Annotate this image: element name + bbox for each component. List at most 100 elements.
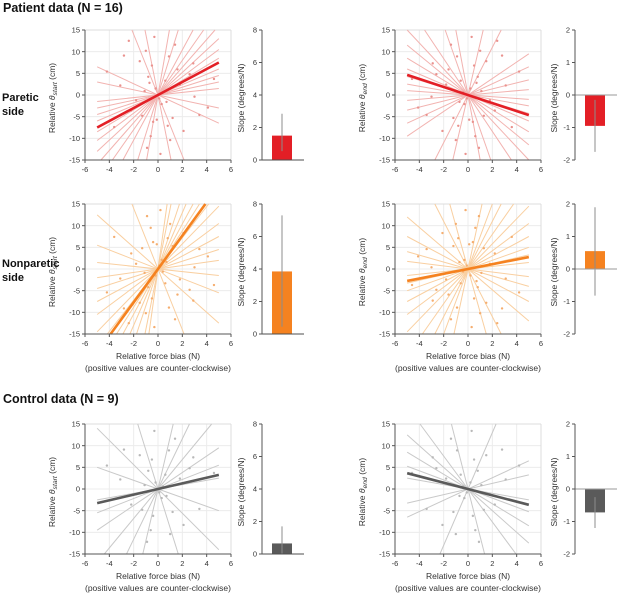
svg-text:6: 6 [539, 165, 543, 174]
svg-text:(positive values are counter-c: (positive values are counter-clockwise) [395, 363, 541, 373]
svg-text:0: 0 [156, 165, 160, 174]
svg-text:10: 10 [72, 441, 80, 450]
svg-text:4: 4 [253, 91, 257, 100]
svg-text:-4: -4 [416, 165, 423, 174]
svg-text:-15: -15 [69, 550, 80, 559]
svg-text:0: 0 [566, 265, 570, 274]
svg-text:0: 0 [386, 265, 390, 274]
svg-text:Slope (degrees/N): Slope (degrees/N) [549, 457, 559, 526]
nonparetic-side-label: Nonparetic side [2, 258, 60, 284]
svg-text:2: 2 [490, 559, 494, 568]
svg-text:5: 5 [76, 243, 80, 252]
svg-text:-4: -4 [416, 559, 423, 568]
svg-text:6: 6 [229, 339, 233, 348]
scatter-control-start: -6 -4 -2 0 2 4 6 -15 -10 -5 0 5 10 15 Relative θstart … [47, 420, 233, 593]
svg-text:4: 4 [253, 485, 257, 494]
svg-text:-10: -10 [69, 528, 80, 537]
svg-text:5: 5 [386, 463, 390, 472]
svg-text:2: 2 [180, 559, 184, 568]
svg-text:4: 4 [515, 559, 519, 568]
svg-text:2: 2 [180, 339, 184, 348]
svg-text:Relative force bias (N): Relative force bias (N) [116, 351, 200, 361]
svg-text:15: 15 [72, 200, 80, 209]
svg-text:15: 15 [382, 26, 390, 35]
svg-text:6: 6 [229, 165, 233, 174]
svg-text:Relative θend (cm): Relative θend (cm) [357, 238, 369, 307]
svg-text:Relative θstart (cm): Relative θstart (cm) [47, 457, 59, 527]
svg-text:Relative θstart (cm): Relative θstart (cm) [47, 237, 59, 307]
bar-nonparetic-end: -2 -1 0 1 2 Slope (degrees/N) [549, 200, 617, 339]
svg-text:2: 2 [566, 26, 570, 35]
svg-text:10: 10 [382, 221, 390, 230]
svg-text:0: 0 [466, 339, 470, 348]
bar-nonparetic-start: 0 2 4 6 8 Slope (degrees/N) [236, 200, 304, 339]
svg-text:5: 5 [386, 243, 390, 252]
svg-text:-2: -2 [563, 330, 570, 339]
svg-text:-5: -5 [383, 112, 390, 121]
svg-text:Slope (degrees/N): Slope (degrees/N) [236, 63, 246, 132]
svg-text:0: 0 [76, 91, 80, 100]
svg-text:-2: -2 [563, 550, 570, 559]
control-data-heading: Control data (N = 9) [3, 392, 119, 406]
svg-text:2: 2 [253, 297, 257, 306]
svg-text:(positive values are counter-c: (positive values are counter-clockwise) [85, 583, 231, 593]
svg-text:15: 15 [72, 420, 80, 429]
svg-text:-2: -2 [563, 156, 570, 165]
svg-text:-10: -10 [69, 308, 80, 317]
svg-text:-2: -2 [130, 339, 137, 348]
svg-text:4: 4 [205, 339, 209, 348]
svg-text:15: 15 [382, 200, 390, 209]
svg-text:0: 0 [253, 550, 257, 559]
svg-text:-6: -6 [392, 559, 399, 568]
svg-text:10: 10 [382, 47, 390, 56]
svg-text:-15: -15 [379, 330, 390, 339]
svg-text:6: 6 [539, 339, 543, 348]
svg-text:5: 5 [76, 69, 80, 78]
svg-text:-6: -6 [392, 165, 399, 174]
svg-text:-2: -2 [130, 559, 137, 568]
svg-text:-15: -15 [379, 550, 390, 559]
svg-text:Relative θstart (cm): Relative θstart (cm) [47, 63, 59, 133]
svg-text:-4: -4 [106, 339, 113, 348]
svg-text:15: 15 [382, 420, 390, 429]
svg-text:-6: -6 [82, 165, 89, 174]
svg-text:4: 4 [515, 165, 519, 174]
svg-text:1: 1 [566, 232, 570, 241]
svg-text:15: 15 [72, 26, 80, 35]
svg-text:5: 5 [386, 69, 390, 78]
svg-text:(positive values are counter-c: (positive values are counter-clockwise) [85, 363, 231, 373]
svg-text:0: 0 [156, 559, 160, 568]
svg-text:0: 0 [466, 165, 470, 174]
svg-text:-5: -5 [73, 506, 80, 515]
svg-text:0: 0 [566, 485, 570, 494]
svg-text:6: 6 [229, 559, 233, 568]
svg-text:-10: -10 [379, 308, 390, 317]
svg-text:-6: -6 [392, 339, 399, 348]
scatter-nonparetic-start: -6 -4 -2 0 2 4 6 -15 -10 -5 0 5 10 15 Relative θstart … [47, 200, 233, 373]
svg-text:-6: -6 [82, 559, 89, 568]
svg-text:6: 6 [253, 452, 257, 461]
svg-text:-15: -15 [69, 330, 80, 339]
svg-text:4: 4 [253, 265, 257, 274]
svg-text:2: 2 [566, 200, 570, 209]
bar-paretic-start: 0 2 4 6 8 Slope (degrees/N) [236, 26, 304, 165]
svg-text:10: 10 [72, 221, 80, 230]
svg-text:0: 0 [386, 485, 390, 494]
svg-text:1: 1 [566, 58, 570, 67]
svg-text:2: 2 [566, 420, 570, 429]
svg-text:0: 0 [386, 91, 390, 100]
svg-text:2: 2 [180, 165, 184, 174]
svg-text:2: 2 [490, 339, 494, 348]
svg-text:-10: -10 [69, 134, 80, 143]
svg-text:5: 5 [76, 463, 80, 472]
svg-text:8: 8 [253, 420, 257, 429]
svg-text:Relative θend (cm): Relative θend (cm) [357, 458, 369, 527]
svg-text:-10: -10 [379, 134, 390, 143]
svg-text:4: 4 [205, 165, 209, 174]
svg-text:0: 0 [566, 91, 570, 100]
svg-text:0: 0 [253, 156, 257, 165]
svg-text:6: 6 [253, 232, 257, 241]
svg-text:10: 10 [382, 441, 390, 450]
svg-text:-5: -5 [383, 506, 390, 515]
